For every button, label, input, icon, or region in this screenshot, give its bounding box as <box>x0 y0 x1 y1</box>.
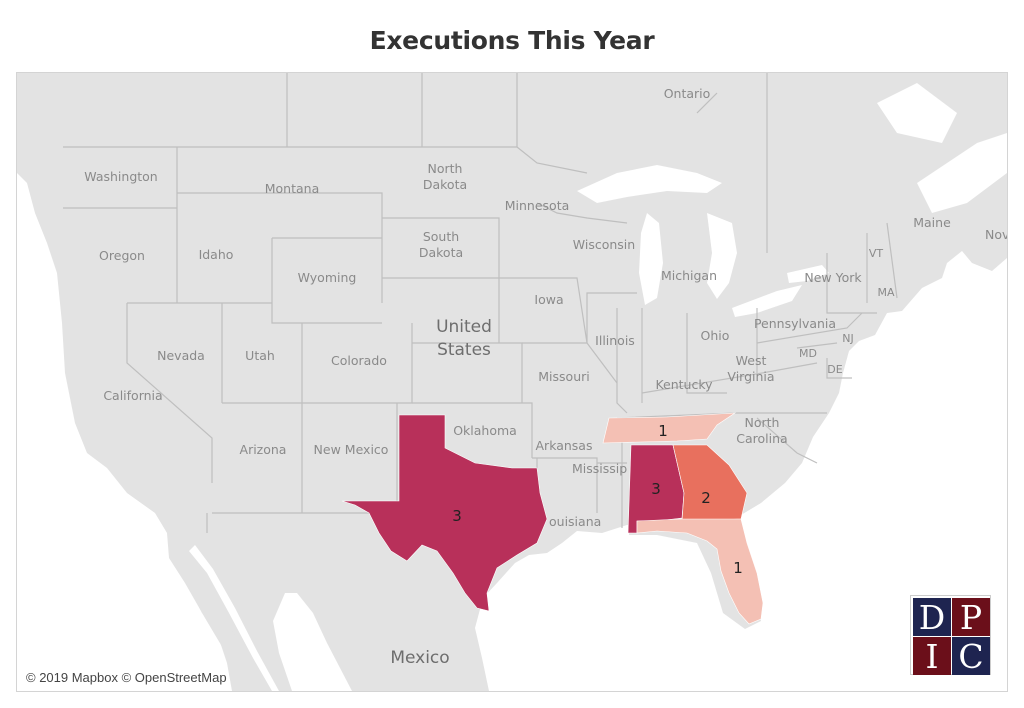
label-md: MD <box>799 347 817 360</box>
label-mississippi: Mississip <box>572 461 627 476</box>
label-nevada: Nevada <box>157 348 205 363</box>
map-attribution[interactable]: © 2019 Mapbox © OpenStreetMap <box>26 670 227 685</box>
label-colorado: Colorado <box>331 353 387 368</box>
label-idaho: Idaho <box>199 247 234 262</box>
label-united-states-2: States <box>437 340 491 360</box>
state-tennessee[interactable] <box>602 412 737 444</box>
label-arkansas: Arkansas <box>536 438 593 453</box>
logo-letter-c: C <box>952 637 990 676</box>
count-texas: 3 <box>452 507 462 525</box>
label-ma: MA <box>877 286 894 299</box>
land-north-america <box>17 73 1007 691</box>
label-illinois: Illinois <box>595 333 635 348</box>
lake-ontario <box>787 265 829 283</box>
label-oregon: Oregon <box>99 248 145 263</box>
st-lawrence <box>917 133 1007 213</box>
label-kentucky: Kentucky <box>655 377 713 392</box>
label-minnesota: Minnesota <box>505 198 570 213</box>
map-title: Executions This Year <box>369 26 655 55</box>
label-de: DE <box>827 363 842 376</box>
label-louisiana: ouisiana <box>549 514 601 529</box>
state-georgia[interactable] <box>672 444 748 522</box>
label-montana: Montana <box>265 181 320 196</box>
state-florida[interactable] <box>636 518 764 625</box>
label-wisconsin: Wisconsin <box>573 237 635 252</box>
label-iowa: Iowa <box>534 292 563 307</box>
label-arizona: Arizona <box>240 442 287 457</box>
label-wyoming: Wyoming <box>298 270 357 285</box>
map-viewport[interactable]: Ontario Washington Montana North Dakota … <box>16 72 1008 692</box>
label-oklahoma: Oklahoma <box>453 423 517 438</box>
logo-letter-d: D <box>913 598 951 637</box>
label-nova: Nov <box>985 227 1007 242</box>
count-tennessee: 1 <box>658 422 668 440</box>
lake-erie <box>732 285 802 317</box>
label-nj: NJ <box>842 332 853 345</box>
dpic-logo[interactable]: D P I C <box>910 595 991 676</box>
label-california: California <box>103 388 162 403</box>
label-new-mexico: New Mexico <box>314 442 389 457</box>
gulf-of-california <box>189 545 279 691</box>
northern-bay <box>877 83 957 143</box>
label-michigan: Michigan <box>661 268 717 283</box>
state-borders <box>63 73 898 533</box>
state-texas[interactable] <box>341 414 548 612</box>
label-pennsylvania: Pennsylvania <box>754 316 836 331</box>
label-united-states-1: United <box>436 317 492 337</box>
label-washington: Washington <box>84 169 157 184</box>
map-canvas[interactable]: Ontario Washington Montana North Dakota … <box>17 73 1007 691</box>
label-north-carolina-2: Carolina <box>736 431 787 446</box>
lake-michigan <box>639 213 663 305</box>
land-baja <box>167 533 267 691</box>
label-south-dakota-2: Dakota <box>419 245 463 260</box>
label-ontario: Ontario <box>664 86 711 101</box>
label-north-dakota-2: Dakota <box>423 177 467 192</box>
label-west-virginia-2: Virginia <box>727 369 774 384</box>
count-florida: 1 <box>733 559 743 577</box>
label-utah: Utah <box>245 348 275 363</box>
label-mexico: Mexico <box>390 648 449 668</box>
label-missouri: Missouri <box>538 369 589 384</box>
label-west-virginia-1: West <box>736 353 767 368</box>
logo-letter-i: I <box>913 637 951 676</box>
lake-superior <box>577 165 722 203</box>
label-ohio: Ohio <box>701 328 730 343</box>
label-vt: VT <box>869 247 884 260</box>
label-new-york: New York <box>804 270 862 285</box>
count-georgia: 2 <box>701 489 711 507</box>
label-maine: Maine <box>913 215 951 230</box>
great-lakes <box>577 165 829 317</box>
label-north-dakota-1: North <box>428 161 463 176</box>
label-north-carolina-1: North <box>745 415 780 430</box>
label-south-dakota-1: South <box>423 229 459 244</box>
logo-letter-p: P <box>952 598 990 637</box>
lake-huron <box>707 213 737 299</box>
count-alabama: 3 <box>651 480 661 498</box>
